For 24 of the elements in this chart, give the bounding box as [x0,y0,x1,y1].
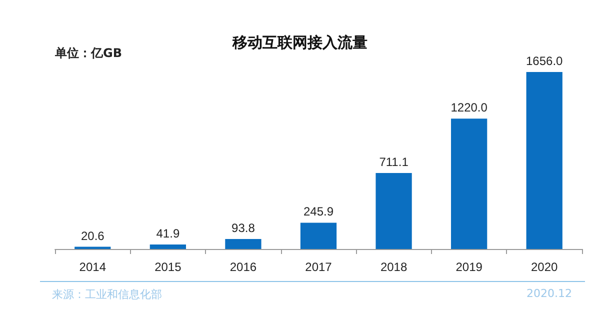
data-label: 41.9 [156,226,180,241]
x-tick-label: 2015 [154,260,182,274]
bar [300,222,337,249]
data-label: 245.9 [303,204,334,219]
bar [451,118,488,249]
data-label: 1656.0 [526,54,564,68]
bar [526,72,562,249]
x-tick-label: 2018 [380,260,408,274]
x-tick-label: 2016 [230,260,257,274]
data-label: 1220.0 [450,100,488,115]
x-tick-label: 2017 [305,260,332,274]
x-tick-label: 2014 [79,260,106,274]
bar [225,238,262,249]
x-tick-label: 2019 [456,260,483,274]
x-tick-label: 2020 [531,260,558,274]
text: 2020.12 [526,287,572,300]
y-axis-title: 单位：亿GB [54,46,122,60]
source-note: 来源：工业和信息化部 [52,287,162,302]
data-label: 20.6 [80,228,105,243]
data-label: 711.1 [379,154,409,169]
data-label: 93.8 [232,220,256,235]
chart-title: 移动互联网接入流量 [232,34,368,52]
bar [376,172,412,249]
bar [150,244,186,249]
